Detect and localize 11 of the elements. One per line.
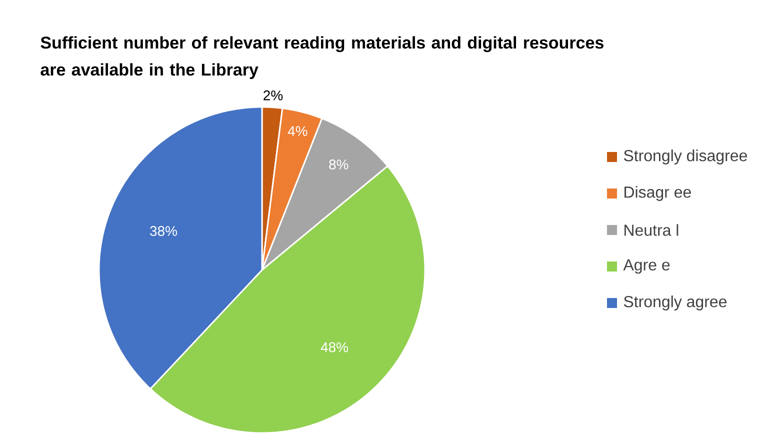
data-label: 8% <box>329 160 348 170</box>
legend-label: Strongly disagree <box>624 150 747 164</box>
legend-label: Strongly agree <box>624 296 727 310</box>
data-label: 4% <box>288 126 308 136</box>
data-label: 2% <box>264 90 283 100</box>
legend-label: Neutra l <box>624 224 678 236</box>
legend-label: Agre e <box>623 259 670 274</box>
legend-label: Disagr ee <box>624 186 691 201</box>
data-label: 38% <box>150 226 177 236</box>
chart-title: Sufficient number of relevant reading materials and digital resources are available in the Library <box>40 36 604 80</box>
data-label: 48% <box>320 342 348 352</box>
